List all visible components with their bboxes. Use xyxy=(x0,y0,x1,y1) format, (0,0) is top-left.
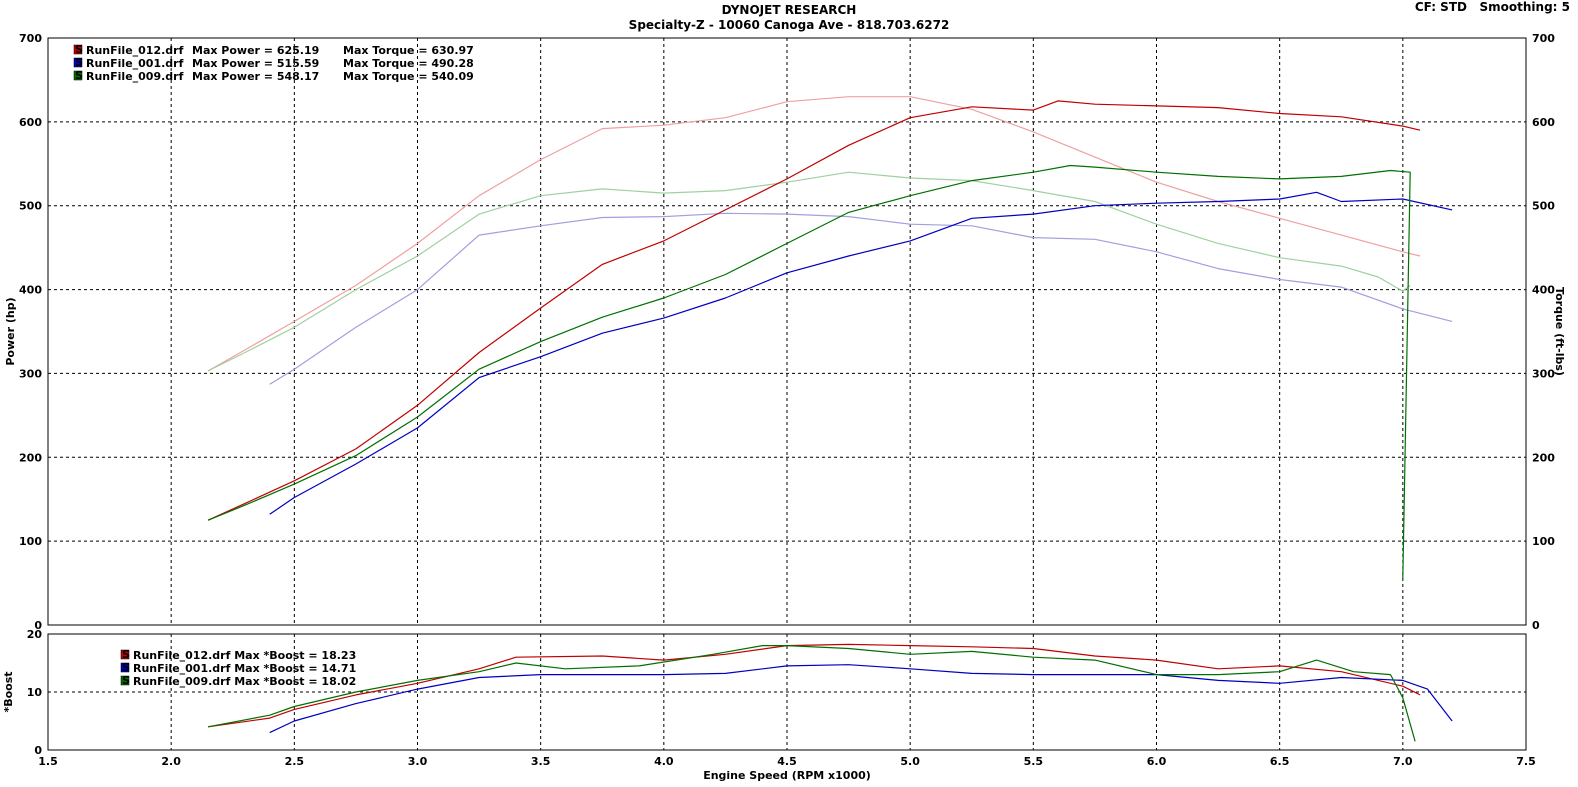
y-tick-label: 400 xyxy=(19,284,42,297)
legend-max-torque: Max Torque = 630.97 xyxy=(343,44,474,57)
legend-file: RunFile_001.drf xyxy=(86,57,184,70)
x-axis-label: Engine Speed (RPM x1000) xyxy=(703,769,871,782)
legend-max-torque: Max Torque = 540.09 xyxy=(343,70,474,83)
y2-tick-label: 400 xyxy=(1532,284,1555,297)
torque-line-run-001 xyxy=(269,212,1453,385)
x-tick-label: 6.5 xyxy=(1270,755,1290,768)
y2-tick-label: 500 xyxy=(1532,200,1555,213)
boost-axis-label: *Boost xyxy=(2,671,15,712)
x-tick-label: 7.5 xyxy=(1516,755,1536,768)
legend-marker: S xyxy=(75,69,83,82)
x-tick-label: 4.5 xyxy=(777,755,797,768)
y2-axis-label: Torque (ft-lbs) xyxy=(1553,287,1566,376)
x-tick-label: 5.5 xyxy=(1024,755,1044,768)
boost-line-run-001 xyxy=(269,664,1453,734)
x-tick-label: 2.5 xyxy=(285,755,305,768)
legend-marker: S xyxy=(75,43,83,56)
y2-tick-label: 600 xyxy=(1532,116,1555,129)
x-tick-label: 7.0 xyxy=(1393,755,1413,768)
legend-swatch-run-009 xyxy=(73,70,83,81)
y-tick-label: 200 xyxy=(19,451,42,464)
torque-line-run-009 xyxy=(207,171,1411,372)
legend-swatch-run-012 xyxy=(73,44,83,55)
chart-title: DYNOJET RESEARCH xyxy=(721,3,857,17)
y-tick-label: 0 xyxy=(34,619,42,632)
boost-legend-swatch-run-001 xyxy=(120,662,130,673)
boost-y-tick-label: 20 xyxy=(27,628,43,641)
y-axis-label: Power (hp) xyxy=(4,297,17,365)
boost-legend-swatch-run-009 xyxy=(120,675,130,686)
y-tick-label: 300 xyxy=(19,367,42,380)
x-tick-label: 6.0 xyxy=(1147,755,1167,768)
legend-marker: S xyxy=(75,56,83,69)
legend-max-power: Max Power = 515.59 xyxy=(192,57,319,70)
legend-max-power: Max Power = 548.17 xyxy=(192,70,319,83)
boost-legend-text: RunFile_009.drf Max *Boost = 18.02 xyxy=(133,675,356,688)
boost-y-tick-label: 10 xyxy=(27,686,43,699)
y-tick-label: 600 xyxy=(19,116,42,129)
power-line-run-012 xyxy=(207,100,1421,521)
boost-line-run-009 xyxy=(207,644,1416,742)
legend-swatch-run-001 xyxy=(73,57,83,68)
y2-tick-label: 100 xyxy=(1532,535,1555,548)
boost-legend-marker: S xyxy=(122,674,130,687)
boost-legend-marker: S xyxy=(122,648,130,661)
boost-y-tick-label: 0 xyxy=(34,744,42,757)
x-tick-label: 1.5 xyxy=(38,755,58,768)
boost-legend-text: RunFile_012.drf Max *Boost = 18.23 xyxy=(133,649,356,662)
torque-line-run-012 xyxy=(207,96,1421,372)
chart-subtitle: Specialty-Z - 10060 Canoga Ave - 818.703… xyxy=(628,18,950,32)
boost-legend-text: RunFile_001.drf Max *Boost = 14.71 xyxy=(133,662,356,675)
boost-legend-swatch-run-012 xyxy=(120,649,130,660)
x-tick-label: 4.0 xyxy=(654,755,674,768)
x-tick-label: 2.0 xyxy=(161,755,181,768)
power-line-run-009 xyxy=(207,164,1411,579)
x-tick-label: 3.5 xyxy=(531,755,551,768)
legend-file: RunFile_012.drf xyxy=(86,44,184,57)
y-tick-label: 500 xyxy=(19,200,42,213)
legend-file: RunFile_009.drf xyxy=(86,70,184,83)
x-tick-label: 5.0 xyxy=(900,755,920,768)
legend-max-power: Max Power = 625.19 xyxy=(192,44,319,57)
y-tick-label: 700 xyxy=(19,32,42,45)
y2-tick-label: 700 xyxy=(1532,32,1555,45)
boost-line-run-012 xyxy=(208,643,1421,728)
legend-max-torque: Max Torque = 490.28 xyxy=(343,57,474,70)
y2-tick-label: 300 xyxy=(1532,367,1555,380)
y2-tick-label: 0 xyxy=(1532,619,1540,632)
boost-legend-marker: S xyxy=(122,661,130,674)
x-tick-label: 3.0 xyxy=(408,755,428,768)
y2-tick-label: 200 xyxy=(1532,451,1555,464)
settings-info: CF: STD Smoothing: 5 xyxy=(1414,0,1570,14)
power-line-run-001 xyxy=(269,191,1453,515)
y-tick-label: 100 xyxy=(19,535,42,548)
